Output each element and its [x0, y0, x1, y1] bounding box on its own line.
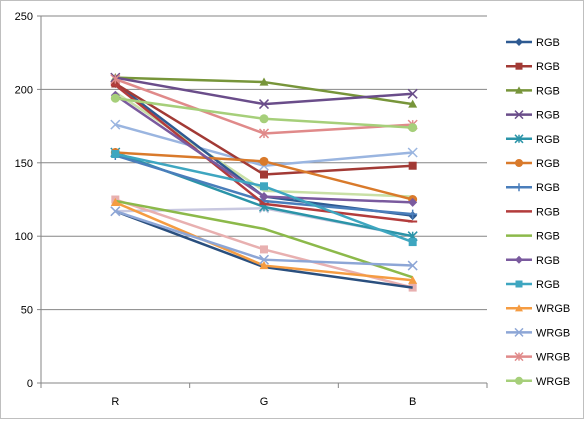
x-tick-label: B [409, 396, 416, 408]
data-point-star [258, 128, 270, 139]
legend-item: WRGB [506, 303, 570, 315]
series-10 [111, 149, 417, 247]
data-point-x [258, 254, 270, 265]
legend-label: RGB [536, 134, 560, 146]
data-point-triangle [259, 77, 269, 86]
data-point-plus [515, 183, 523, 192]
data-point-circle [110, 93, 120, 103]
legend-item: RGB [506, 158, 560, 170]
legend-item: RGB [506, 37, 560, 49]
legend-item: WRGB [506, 327, 570, 339]
data-point-square [515, 280, 523, 288]
data-point-x [407, 260, 418, 271]
legend-label: RGB [536, 37, 560, 49]
legend-item: RGB [506, 110, 560, 122]
data-point-square [260, 245, 268, 254]
legend-label: WRGB [536, 376, 570, 388]
legend-label: RGB [536, 255, 560, 267]
legend-label: WRGB [536, 303, 570, 315]
data-point-x [514, 327, 524, 337]
legend-label: RGB [536, 206, 560, 218]
y-tick-label: 100 [15, 231, 33, 243]
legend-item: RGB [506, 231, 560, 243]
legend-label: RGB [536, 61, 560, 73]
data-point-triangle [515, 304, 523, 312]
data-point-circle [259, 156, 269, 166]
series-line [115, 199, 414, 279]
axes: 0 50 100 150 200 250 R G B [15, 11, 488, 408]
legend-label: RGB [536, 231, 560, 243]
data-point-plus [408, 209, 418, 219]
y-tick-label: 250 [15, 11, 33, 23]
data-point-star [110, 74, 121, 85]
data-point-square [408, 238, 417, 247]
legend-label: WRGB [536, 327, 570, 339]
data-point-circle [515, 376, 523, 385]
data-point-circle [515, 159, 523, 167]
legend-item: WRGB [506, 376, 570, 388]
data-point-x [110, 206, 121, 217]
series-line [114, 210, 413, 267]
y-tick-label: 50 [21, 305, 33, 317]
legend-item: RGB [506, 279, 560, 291]
y-tick-label: 200 [15, 84, 33, 96]
data-point-square [111, 149, 120, 158]
series-2 [110, 73, 418, 108]
x-tick-label: R [111, 396, 119, 408]
data-point-x [514, 110, 524, 120]
y-tick-label: 150 [15, 158, 33, 170]
extra-series-1 [114, 91, 413, 198]
legend-item: RGB [506, 85, 560, 97]
data-point-square [515, 62, 523, 70]
data-point-x [407, 147, 418, 158]
series-14 [110, 93, 418, 133]
data-point-triangle [408, 99, 418, 108]
series-lines [110, 72, 418, 292]
legend-label: RGB [536, 158, 560, 170]
legend-label: RGB [536, 85, 560, 97]
x-tick-label: G [260, 396, 269, 408]
series-12 [110, 206, 418, 271]
legend-item: RGB [506, 206, 560, 218]
legend-label: RGB [536, 110, 560, 122]
data-point-triangle [408, 275, 418, 284]
data-point-square [408, 161, 417, 170]
legend-item: RGB [506, 182, 560, 194]
data-point-triangle [259, 261, 269, 270]
data-point-triangle [110, 197, 120, 207]
data-point-diamond [515, 255, 523, 264]
legend-item: RGB [506, 134, 560, 146]
legend-item: WRGB [506, 352, 570, 364]
data-point-triangle [515, 86, 523, 94]
data-point-diamond [515, 38, 523, 46]
series-7 [110, 83, 418, 223]
legend-label: WRGB [536, 352, 570, 364]
data-point-square [260, 182, 268, 191]
legend: RGB RGB RGB RGB RGB RGB RGB RGB RGB RGB RGB WRGB WRG… [506, 37, 570, 388]
series-line [114, 198, 413, 289]
series-line [114, 91, 413, 198]
data-point-x [110, 119, 121, 130]
legend-item: RGB [506, 255, 560, 267]
legend-item: RGB [506, 61, 560, 73]
legend-label: RGB [536, 279, 560, 291]
data-point-diamond [408, 197, 418, 207]
series-8 [115, 199, 414, 279]
data-point-star [514, 134, 524, 144]
data-point-x [407, 88, 418, 99]
data-point-star [514, 352, 524, 362]
legend-label: RGB [536, 182, 560, 194]
data-point-square [260, 170, 268, 179]
data-point-diamond [259, 192, 269, 202]
data-point-circle [259, 114, 269, 124]
series-11 [110, 197, 418, 284]
data-point-circle [408, 123, 418, 133]
data-point-x [258, 99, 270, 110]
y-tick-label: 0 [27, 378, 33, 390]
